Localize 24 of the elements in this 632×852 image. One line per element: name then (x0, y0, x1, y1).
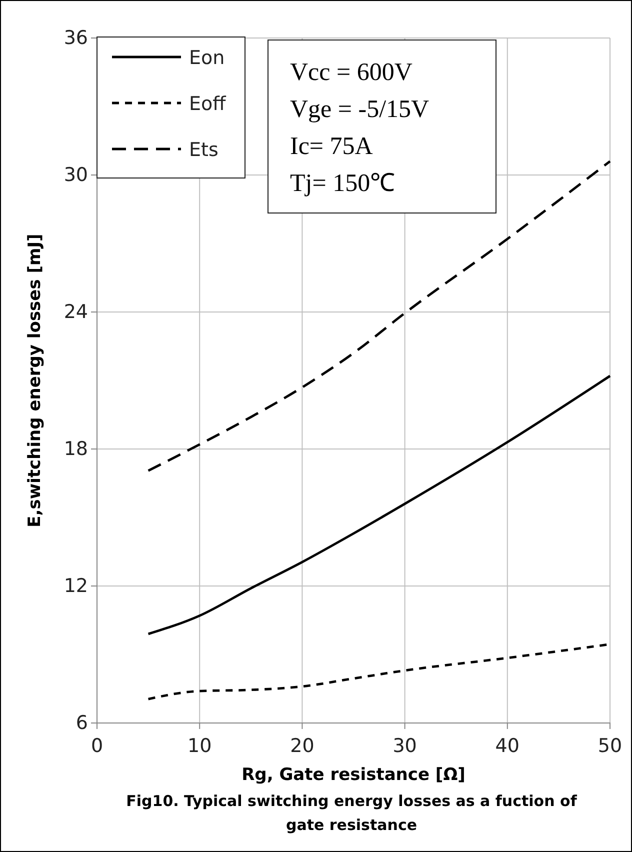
y-tick-label: 36 (64, 27, 88, 50)
annotation: Vge = -5/15V (290, 96, 430, 123)
x-tick-label: 10 (188, 734, 212, 757)
legend-label: Eon (189, 47, 225, 69)
text: Fig10. Typical switching energy losses as a fuction of gate resistance (126, 792, 578, 834)
y-tick-label: 24 (64, 301, 88, 324)
x-tick-label: 50 (598, 734, 622, 757)
y-tick-label: 18 (64, 438, 88, 460)
y-axis-title: E,switching energy losses [mJ] (25, 234, 45, 528)
x-tick-label: 20 (290, 734, 314, 757)
legend-label: Eoff (189, 93, 227, 115)
x-tick-label: 40 (495, 734, 520, 757)
y-tick-label: 12 (64, 575, 88, 598)
line-series (147, 374, 612, 636)
x-axis-title: Rg, Gate resistance [Ω] (242, 765, 466, 785)
x-tick-label: 30 (392, 734, 417, 757)
y-tick-label: 6 (76, 712, 88, 734)
y-tick-label: 30 (64, 164, 88, 186)
line-series (147, 160, 612, 472)
annotation: Vcc = 600V (290, 59, 412, 86)
annotation: Ic= 75A (290, 133, 373, 160)
legend-label: Ets (189, 139, 218, 161)
x-tick-label: 0 (90, 734, 104, 757)
annotation: Tj= 150℃ (290, 170, 396, 197)
